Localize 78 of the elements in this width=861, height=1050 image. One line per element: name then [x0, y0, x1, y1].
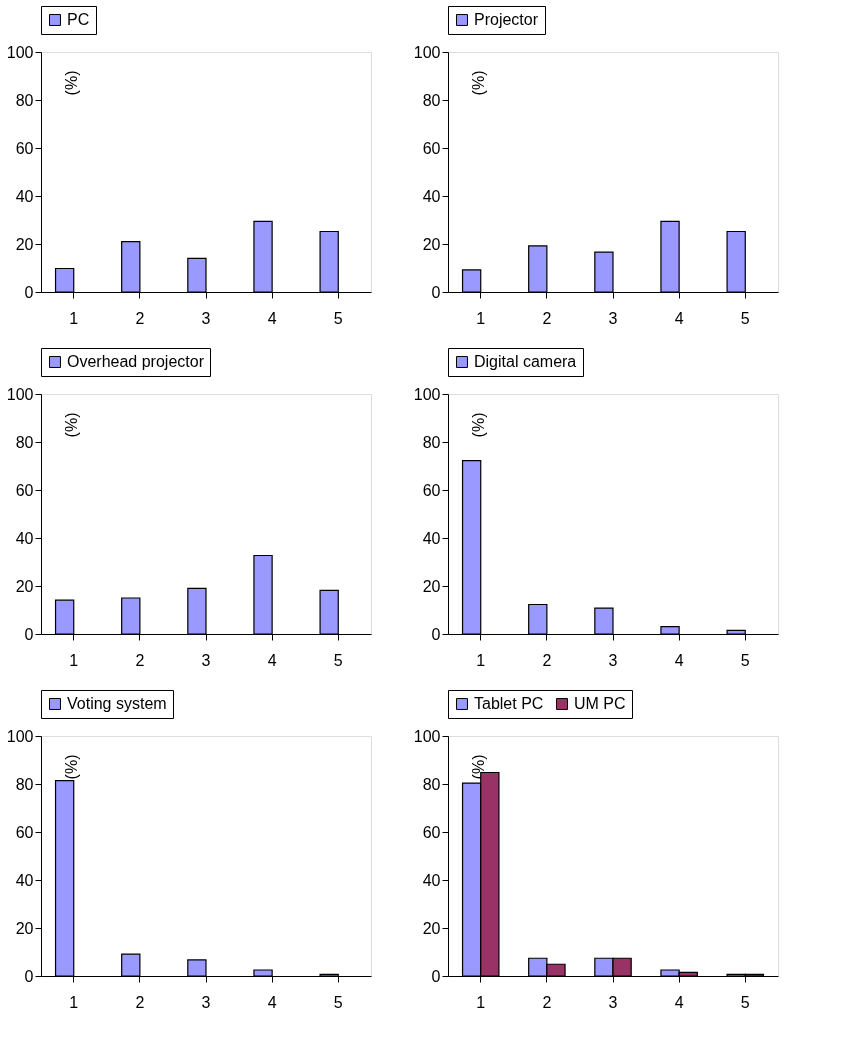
y-tick-label: 40 — [422, 187, 441, 205]
y-tick-label: 0 — [24, 625, 34, 643]
x-tick-label: 2 — [135, 993, 145, 1011]
y-tick-label: 60 — [422, 823, 441, 841]
y-axis-title: (%) — [62, 70, 80, 96]
y-tick-label: 40 — [15, 187, 34, 205]
x-tick-label: 3 — [201, 993, 211, 1011]
y-tick-label: 60 — [15, 823, 34, 841]
x-tick-label: 3 — [608, 651, 618, 669]
legend-label: Voting system — [67, 695, 167, 712]
x-tick-label: 3 — [608, 993, 618, 1011]
x-tick-label: 4 — [267, 993, 277, 1011]
y-tick-label: 80 — [422, 775, 441, 793]
y-tick-label: 40 — [422, 871, 441, 889]
legend-label: Digital camera — [474, 353, 577, 370]
y-tick-label: 80 — [15, 775, 34, 793]
legend-label: Tablet PC — [474, 695, 544, 712]
y-axis-title: (%) — [469, 70, 487, 96]
y-tick-label: 100 — [413, 727, 441, 745]
x-tick-label: 5 — [333, 993, 343, 1011]
y-tick-label: 100 — [413, 385, 441, 403]
x-tick-label: 3 — [608, 309, 618, 327]
x-tick-label: 5 — [740, 309, 750, 327]
y-tick-label: 0 — [24, 283, 34, 301]
y-tick-label: 0 — [24, 967, 34, 985]
legend-label: Overhead projector — [67, 353, 205, 370]
y-tick-label: 100 — [413, 43, 441, 61]
x-tick-label: 3 — [201, 651, 211, 669]
y-tick-label: 60 — [422, 481, 441, 499]
y-tick-label: 60 — [422, 139, 441, 157]
y-tick-label: 40 — [422, 529, 441, 547]
y-tick-label: 20 — [422, 919, 441, 937]
y-tick-label: 20 — [15, 577, 34, 595]
y-tick-label: 80 — [15, 433, 34, 451]
x-tick-label: 5 — [740, 993, 750, 1011]
x-tick-label: 2 — [135, 651, 145, 669]
y-tick-label: 20 — [422, 235, 441, 253]
y-tick-label: 20 — [422, 577, 441, 595]
y-tick-label: 60 — [15, 139, 34, 157]
y-tick-label: 80 — [422, 433, 441, 451]
x-tick-label: 2 — [542, 993, 552, 1011]
x-tick-label: 4 — [267, 651, 277, 669]
y-tick-label: 0 — [431, 625, 441, 643]
y-tick-label: 60 — [15, 481, 34, 499]
x-tick-label: 2 — [542, 651, 552, 669]
x-tick-label: 1 — [69, 651, 79, 669]
y-axis-title: (%) — [62, 754, 80, 780]
y-tick-label: 20 — [15, 235, 34, 253]
x-tick-label: 1 — [69, 309, 79, 327]
x-tick-label: 4 — [674, 309, 684, 327]
x-tick-label: 1 — [69, 993, 79, 1011]
y-tick-label: 0 — [431, 283, 441, 301]
y-tick-label: 100 — [6, 43, 34, 61]
x-tick-label: 5 — [333, 651, 343, 669]
x-tick-label: 2 — [135, 309, 145, 327]
x-tick-label: 3 — [201, 309, 211, 327]
legend-label: UM PC — [574, 695, 626, 712]
y-tick-label: 80 — [422, 91, 441, 109]
legend-label: PC — [67, 11, 90, 28]
x-tick-label: 4 — [674, 651, 684, 669]
x-tick-label: 2 — [542, 309, 552, 327]
y-axis-title: (%) — [62, 412, 80, 438]
y-tick-label: 20 — [15, 919, 34, 937]
x-tick-label: 4 — [674, 993, 684, 1011]
y-tick-label: 40 — [15, 529, 34, 547]
x-tick-label: 1 — [476, 651, 486, 669]
x-tick-label: 5 — [740, 651, 750, 669]
y-tick-label: 40 — [15, 871, 34, 889]
x-tick-label: 1 — [476, 309, 486, 327]
x-tick-label: 5 — [333, 309, 343, 327]
y-tick-label: 100 — [6, 385, 34, 403]
y-tick-label: 0 — [431, 967, 441, 985]
y-axis-title: (%) — [469, 412, 487, 438]
legend-label: Projector — [474, 11, 539, 28]
x-tick-label: 4 — [267, 309, 277, 327]
x-tick-label: 1 — [476, 993, 486, 1011]
y-tick-label: 80 — [15, 91, 34, 109]
y-tick-label: 100 — [6, 727, 34, 745]
